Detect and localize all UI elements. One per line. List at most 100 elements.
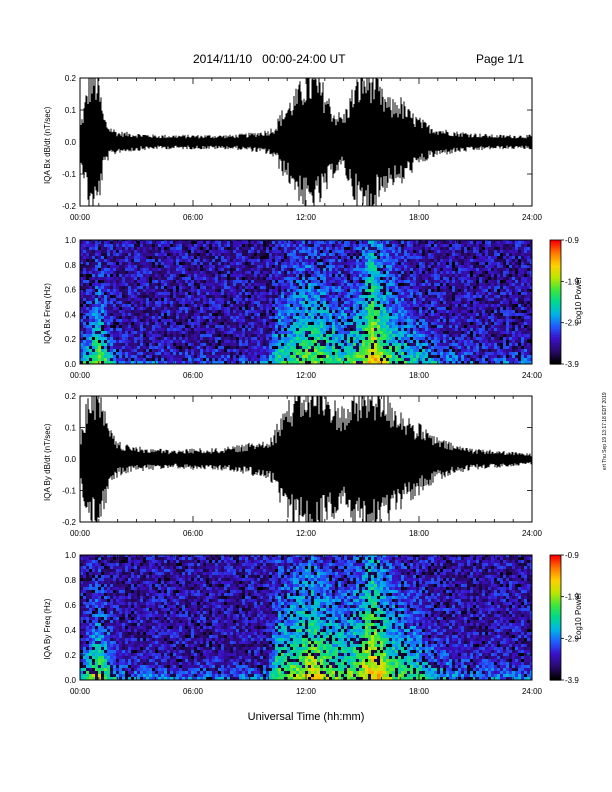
spectrogram-cell [224,361,227,364]
spectrogram-cell [329,298,332,301]
spectrogram-cell [374,361,377,364]
spectrogram-cell [344,358,347,361]
spectrogram-cell [197,307,200,310]
spectrogram-cell [239,310,242,313]
spectrogram-cell [203,250,206,253]
spectrogram-cell [263,286,266,289]
spectrogram-cell [119,343,122,346]
spectrogram-cell [149,310,152,313]
spectrogram-cell [113,244,116,247]
spectrogram-cell [200,304,203,307]
spectrogram-cell [362,304,365,307]
spectrogram-cell [182,265,185,268]
spectrogram-cell [302,322,305,325]
spectrogram-cell [212,361,215,364]
spectrogram-cell [344,292,347,295]
spectrogram-cell [287,319,290,322]
spectrogram-cell [272,286,275,289]
spectrogram-cell [170,325,173,328]
spectrogram-cell [347,352,350,355]
spectrogram-cell [254,256,257,259]
spectrogram-cell [218,286,221,289]
spectrogram-cell [377,316,380,319]
spectrogram-cell [140,343,143,346]
spectrogram-cell [377,322,380,325]
spectrogram-cell [293,310,296,313]
spectrogram-cell [275,334,278,337]
spectrogram-cell [161,355,164,358]
spectrogram-cell [257,253,260,256]
spectrogram-cell [233,358,236,361]
spectrogram-cell [227,355,230,358]
spectrogram-cell [323,358,326,361]
spectrogram-cell [131,277,134,280]
spectrogram-cell [116,313,119,316]
spectrogram-cell [95,304,98,307]
spectrogram-cell [287,259,290,262]
spectrogram-cell [161,316,164,319]
spectrogram-cell [398,259,401,262]
spectrogram-cell [305,346,308,349]
spectrogram-cell [209,343,212,346]
spectrogram-cell [347,295,350,298]
spectrogram-cell [278,265,281,268]
spectrogram-cell [86,241,89,244]
spectrogram-cell [260,346,263,349]
spectrogram-cell [116,355,119,358]
spectrogram-cell [293,280,296,283]
spectrogram-cell [278,358,281,361]
spectrogram-cell [248,343,251,346]
spectrogram-cell [254,346,257,349]
spectrogram-cell [185,346,188,349]
spectrogram-cell [332,283,335,286]
spectrogram-cell [191,244,194,247]
spectrogram-cell [158,256,161,259]
spectrogram-cell [215,277,218,280]
spectrogram-cell [425,361,428,364]
spectrogram-cell [203,322,206,325]
spectrogram-cell [173,253,176,256]
spectrogram-cell [293,316,296,319]
spectrogram-cell [407,352,410,355]
spectrogram-cell [143,274,146,277]
spectrogram-cell [248,250,251,253]
spectrogram-cell [293,337,296,340]
spectrogram-cell [308,358,311,361]
spectrogram-cell [404,352,407,355]
spectrogram-cell [329,268,332,271]
spectrogram-cell [425,265,428,268]
spectrogram-cell [236,304,239,307]
spectrogram-cell [320,358,323,361]
spectrogram-cell [320,256,323,259]
spectrogram-cell [353,322,356,325]
spectrogram-cell [161,304,164,307]
spectrogram-cell [266,292,269,295]
spectrogram-cell [356,310,359,313]
spectrogram-cell [89,244,92,247]
spectrogram-cell [338,334,341,337]
spectrogram-cell [104,280,107,283]
spectrogram-cell [416,280,419,283]
spectrogram-cell [407,298,410,301]
spectrogram-cell [350,295,353,298]
spectrogram-cell [386,361,389,364]
spectrogram-cell [128,292,131,295]
spectrogram-cell [314,361,317,364]
spectrogram-cell [281,361,284,364]
spectrogram-cell [248,295,251,298]
spectrogram-cell [155,259,158,262]
spectrogram-cell [215,328,218,331]
spectrogram-cell [428,247,431,250]
spectrogram-cell [251,265,254,268]
spectrogram-cell [92,349,95,352]
spectrogram-cell [308,319,311,322]
spectrogram-cell [425,310,428,313]
spectrogram-cell [131,265,134,268]
spectrogram-cell [233,346,236,349]
spectrogram-cell [332,361,335,364]
spectrogram-cell [296,256,299,259]
spectrogram-cell [218,274,221,277]
spectrogram-cell [83,280,86,283]
spectrogram-cell [347,250,350,253]
spectrogram-cell [230,265,233,268]
